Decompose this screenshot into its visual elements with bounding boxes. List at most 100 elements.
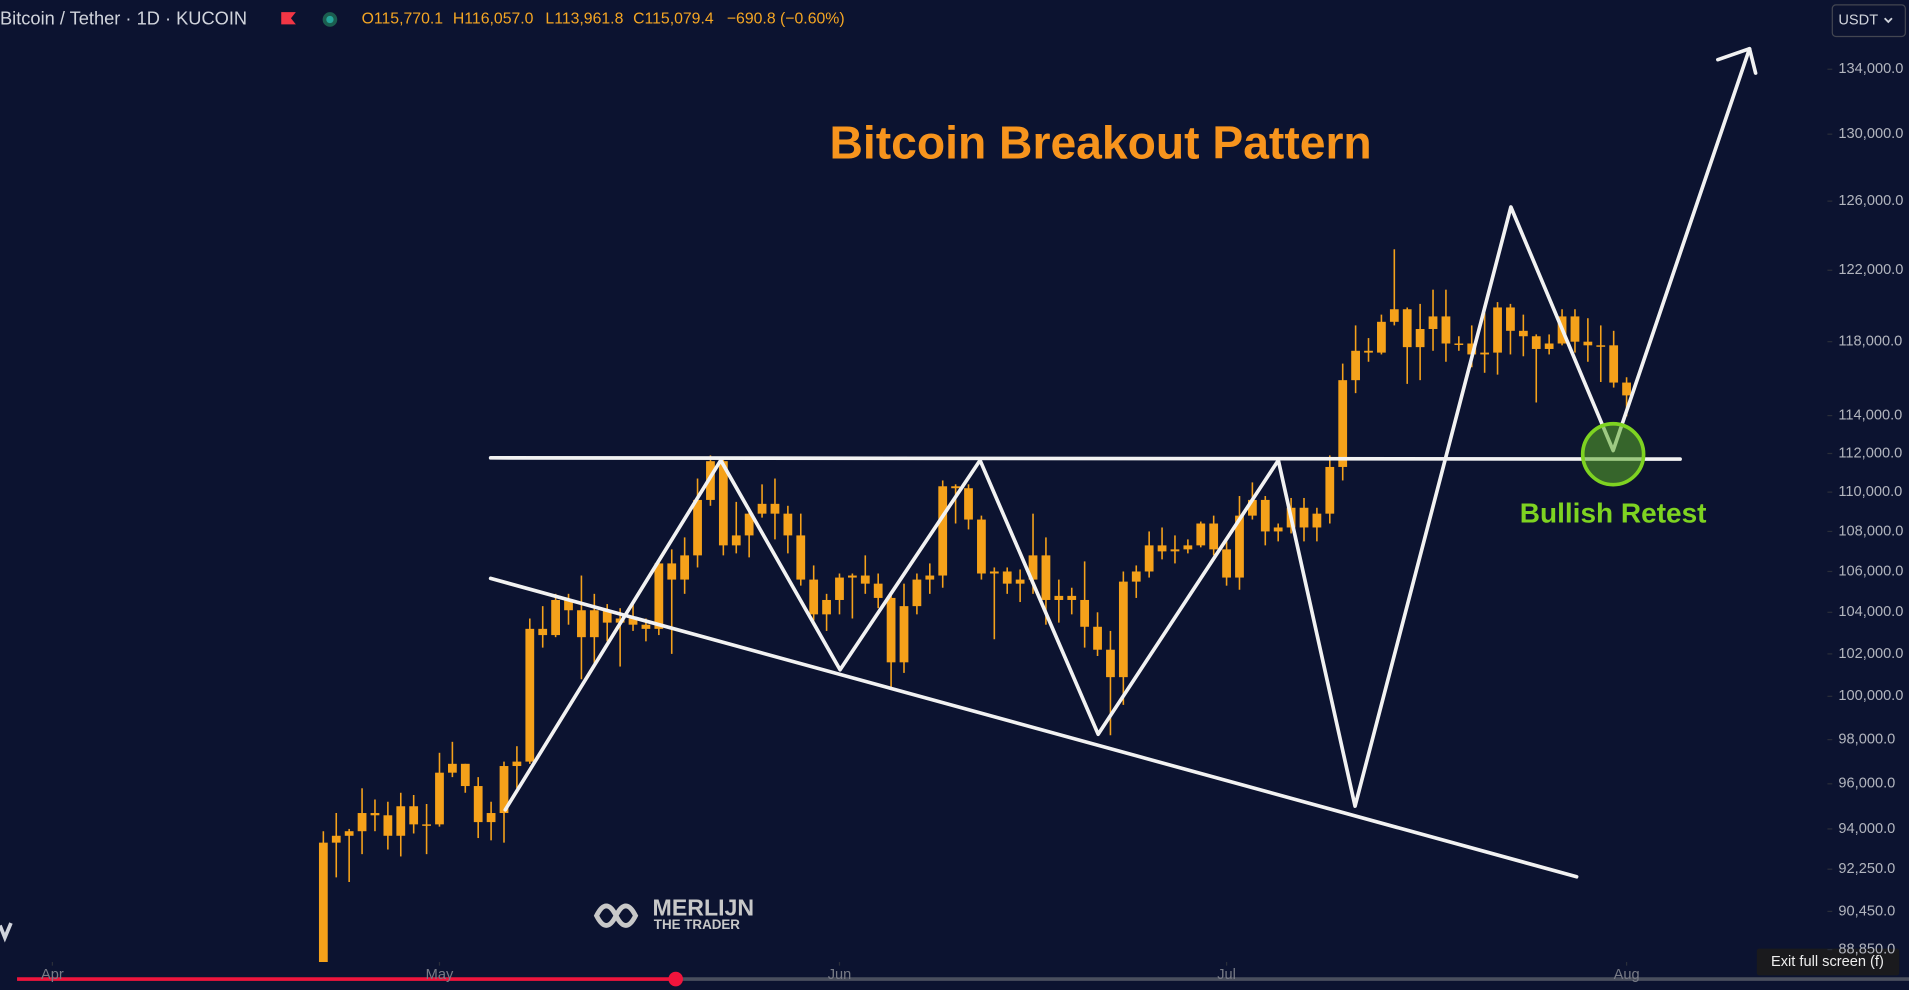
- y-tick-label: 108,000.0: [1838, 523, 1903, 539]
- x-tick-label: Jun: [828, 967, 852, 983]
- y-tick-label: 104,000.0: [1838, 604, 1903, 620]
- candle-body: [1441, 316, 1451, 344]
- candle-body: [1493, 307, 1502, 353]
- x-tick-label: Aug: [1614, 967, 1640, 983]
- candle-body: [370, 813, 380, 816]
- y-tick-label: 92,250.0: [1838, 861, 1895, 877]
- candle-body: [1415, 329, 1425, 348]
- candle-body: [731, 535, 741, 546]
- ohlc-high: H116,057.0: [453, 11, 534, 28]
- y-tick-label: 102,000.0: [1838, 646, 1903, 662]
- candle-body: [1402, 309, 1412, 348]
- candle-body: [344, 831, 354, 836]
- x-tick-label: Apr: [41, 967, 64, 983]
- flag-icon: [281, 12, 296, 25]
- ohlc-open: O115,770.1: [362, 11, 444, 28]
- candle-body: [822, 599, 831, 615]
- y-tick-label: 88,850.0: [1838, 942, 1895, 958]
- candle-body: [357, 813, 367, 832]
- zigzag-path: [503, 46, 1752, 812]
- candle-body: [486, 813, 496, 823]
- candle-body: [951, 486, 960, 489]
- candle-body: [1183, 545, 1193, 550]
- candle-body: [1351, 350, 1360, 381]
- candle-body: [460, 763, 470, 787]
- support-trendline: [488, 576, 1579, 879]
- candle-body: [1144, 545, 1154, 572]
- candle-body: [1196, 523, 1206, 546]
- candle-body: [718, 461, 728, 546]
- candle-body: [1028, 555, 1038, 580]
- candle-body: [770, 503, 780, 514]
- watermark-tagline: THE TRADER: [654, 917, 741, 932]
- candle-body: [1222, 549, 1231, 578]
- y-tick-label: 110,000.0: [1838, 484, 1902, 500]
- candle-body: [706, 461, 715, 500]
- candle-body: [1377, 321, 1386, 353]
- y-tick-label: 114,000.0: [1838, 407, 1902, 423]
- exit-label[interactable]: Exit full screen (f): [1771, 954, 1884, 970]
- y-tick-label: 118,000.0: [1838, 334, 1902, 350]
- watermark-logo: [593, 903, 639, 928]
- candle-body: [1260, 499, 1270, 532]
- candle-body: [1118, 581, 1128, 678]
- candle-body: [744, 513, 754, 536]
- candle-body: [757, 503, 767, 514]
- candle-body: [654, 563, 664, 629]
- candle-body: [783, 513, 793, 536]
- candle-body: [1067, 595, 1077, 600]
- x-tick-label: Jul: [1217, 967, 1236, 983]
- candle-body: [886, 597, 896, 663]
- candle-body: [847, 575, 857, 578]
- symbol-label: Bitcoin / Tether · 1D · KUCOIN: [0, 7, 247, 28]
- candle-body: [602, 610, 612, 623]
- candle-body: [1247, 499, 1257, 516]
- currency-button[interactable]: [1831, 4, 1906, 38]
- candle-body: [641, 624, 651, 629]
- candle-body: [1170, 549, 1180, 552]
- candle-body: [680, 555, 690, 580]
- candle-body: [899, 606, 909, 663]
- candle-body: [589, 610, 599, 638]
- tv-logo-fragment: [0, 922, 13, 943]
- candle-body: [1106, 649, 1115, 678]
- candle-body: [1312, 513, 1322, 528]
- y-tick-label: 126,000.0: [1838, 193, 1903, 209]
- candle-body: [835, 577, 844, 600]
- candle-body: [383, 815, 393, 836]
- candle-body: [989, 571, 999, 574]
- candle-body: [473, 786, 483, 823]
- retest-circle: [1580, 421, 1646, 487]
- candle-body: [1609, 345, 1619, 383]
- candle-body: [667, 563, 677, 580]
- candle-body: [564, 599, 573, 611]
- y-tick-label: 90,450.0: [1838, 903, 1895, 919]
- y-tick-label: 130,000.0: [1838, 126, 1903, 142]
- candle-body: [1273, 527, 1283, 532]
- y-tick-label: 122,000.0: [1838, 262, 1903, 278]
- ohlc-change: −690.8 (−0.60%): [727, 11, 845, 28]
- candle-body: [422, 824, 431, 826]
- candle-body: [964, 488, 973, 520]
- y-tick-label: 94,000.0: [1838, 821, 1895, 837]
- candle-body: [1570, 316, 1580, 342]
- candle-body: [1093, 626, 1102, 650]
- candle-body: [925, 575, 935, 580]
- candle-body: [796, 535, 806, 580]
- annotation: Bullish Retest: [1520, 497, 1707, 528]
- candle-body: [1235, 515, 1244, 578]
- candle-body: [1325, 466, 1335, 514]
- candle-body: [938, 486, 948, 576]
- status-dot: [326, 15, 334, 24]
- watermark: MERLIJN THE TRADER: [593, 895, 754, 932]
- candle-body: [1041, 555, 1051, 600]
- candle-body: [331, 835, 341, 843]
- candle-body: [1506, 307, 1515, 331]
- candle-body: [435, 772, 444, 825]
- y-tick-label: 100,000.0: [1838, 688, 1903, 704]
- currency-label: USDT: [1838, 13, 1878, 29]
- progress-handle[interactable]: [668, 971, 684, 987]
- candle-body: [1467, 343, 1477, 355]
- y-tick-label: 112,000.0: [1838, 445, 1902, 461]
